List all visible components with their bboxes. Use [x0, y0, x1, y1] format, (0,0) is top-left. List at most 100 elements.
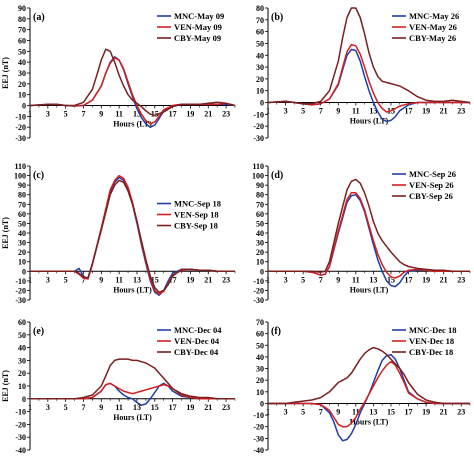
- y-tick-label: 50: [18, 219, 26, 228]
- legend-entry: CBY-Dec 18: [409, 347, 453, 357]
- y-tick-label: 30: [18, 239, 26, 248]
- x-tick-label: 11: [352, 275, 360, 284]
- y-tick-label: 20: [18, 248, 26, 257]
- y-tick-label: 70: [256, 16, 264, 25]
- x-tick-label: 11: [115, 403, 123, 412]
- x-tick-label: 13: [133, 275, 141, 284]
- y-tick-label: 0: [260, 99, 264, 108]
- x-tick-label: 9: [99, 110, 103, 119]
- x-tick-label: 1: [28, 403, 32, 412]
- x-tick-label: 13: [133, 110, 141, 119]
- y-tick-label: -30: [15, 134, 26, 143]
- y-tick-label: 20: [18, 80, 26, 89]
- x-tick-label: 23: [222, 275, 230, 284]
- y-tick-label: 30: [256, 365, 264, 374]
- x-tick-label: 7: [319, 275, 323, 284]
- y-tick-label: 60: [18, 37, 26, 46]
- y-tick-label: -30: [15, 296, 26, 305]
- y-tick-label: -10: [253, 277, 264, 286]
- x-tick-label: 15: [151, 403, 159, 412]
- series-line-1: [30, 382, 235, 400]
- x-tick-label: 21: [440, 407, 448, 416]
- x-tick-label: 1: [266, 407, 270, 416]
- x-axis-title: Hours (LT): [350, 117, 389, 126]
- panel-label: (f): [271, 326, 281, 337]
- x-tick-label: 7: [81, 110, 85, 119]
- y-tick-label: 0: [22, 267, 26, 276]
- y-tick-label: 10: [256, 258, 264, 267]
- x-tick-label: 19: [422, 275, 430, 284]
- y-tick-label: 10: [18, 91, 26, 100]
- y-tick-label: 40: [256, 229, 264, 238]
- x-axis-title: Hours (LT): [113, 120, 152, 129]
- y-tick-label: 100: [252, 172, 264, 181]
- x-tick-label: 15: [387, 407, 395, 416]
- x-axis-title: Hours (LT): [113, 285, 152, 294]
- x-tick-label: 17: [169, 110, 177, 119]
- x-tick-label: 3: [284, 407, 288, 416]
- x-tick-label: 21: [204, 110, 212, 119]
- y-tick-label: 60: [18, 210, 26, 219]
- legend-entry: CBY-Sep 26: [409, 191, 453, 201]
- y-tick-label: 50: [256, 39, 264, 48]
- y-tick-label: -40: [15, 446, 26, 455]
- y-tick-label: 60: [256, 210, 264, 219]
- x-tick-label: 5: [64, 275, 68, 284]
- y-tick-label: 90: [18, 4, 26, 13]
- y-tick-label: -10: [15, 277, 26, 286]
- x-tick-label: 21: [204, 275, 212, 284]
- legend-entry: MNC-Sep 18: [174, 199, 221, 209]
- y-tick-label: -40: [253, 446, 264, 455]
- x-tick-label: 7: [81, 403, 85, 412]
- y-tick-label: 110: [252, 162, 264, 171]
- y-tick-label: -10: [15, 408, 26, 417]
- series-line-1: [268, 192, 470, 279]
- x-tick-label: 17: [169, 275, 177, 284]
- y-tick-label: 70: [256, 318, 264, 327]
- x-tick-label: 15: [387, 275, 395, 284]
- y-tick-label: 80: [256, 191, 264, 200]
- x-tick-label: 7: [81, 275, 85, 284]
- y-tick-label: 80: [18, 15, 26, 24]
- x-tick-label: 21: [440, 107, 448, 116]
- legend-entry: CBY-May 09: [174, 33, 221, 43]
- series-line-2: [29, 48, 236, 117]
- x-tick-label: 17: [405, 407, 413, 416]
- series-line-1: [268, 360, 470, 428]
- x-tick-label: 21: [440, 275, 448, 284]
- y-tick-label: -20: [253, 122, 264, 131]
- y-tick-label: 90: [18, 181, 26, 190]
- series-line-0: [268, 353, 470, 442]
- x-axis-title: Hours (LT): [350, 285, 389, 294]
- y-tick-label: -30: [253, 434, 264, 443]
- x-axis-title: Hours (LT): [350, 417, 389, 426]
- y-tick-label: 50: [18, 331, 26, 340]
- x-tick-label: 5: [301, 275, 305, 284]
- y-tick-label: 30: [18, 69, 26, 78]
- panel-label: (c): [33, 170, 44, 181]
- y-tick-label: 10: [18, 258, 26, 267]
- x-tick-label: 23: [457, 407, 465, 416]
- y-tick-label: -10: [15, 112, 26, 121]
- x-tick-label: 13: [369, 407, 377, 416]
- x-tick-label: 5: [64, 403, 68, 412]
- x-tick-label: 23: [222, 110, 230, 119]
- x-tick-label: 15: [151, 110, 159, 119]
- y-tick-label: -30: [15, 433, 26, 442]
- x-tick-label: 21: [204, 403, 212, 412]
- x-tick-label: 11: [115, 110, 123, 119]
- x-tick-label: 9: [336, 407, 340, 416]
- y-tick-label: 10: [256, 388, 264, 397]
- y-tick-label: 20: [18, 369, 26, 378]
- x-tick-label: 13: [369, 107, 377, 116]
- x-tick-label: 19: [422, 107, 430, 116]
- y-tick-label: 80: [256, 4, 264, 13]
- panel-label: (e): [33, 326, 44, 337]
- y-tick-label: 50: [18, 47, 26, 56]
- x-tick-label: 23: [457, 107, 465, 116]
- y-tick-label: 70: [18, 26, 26, 35]
